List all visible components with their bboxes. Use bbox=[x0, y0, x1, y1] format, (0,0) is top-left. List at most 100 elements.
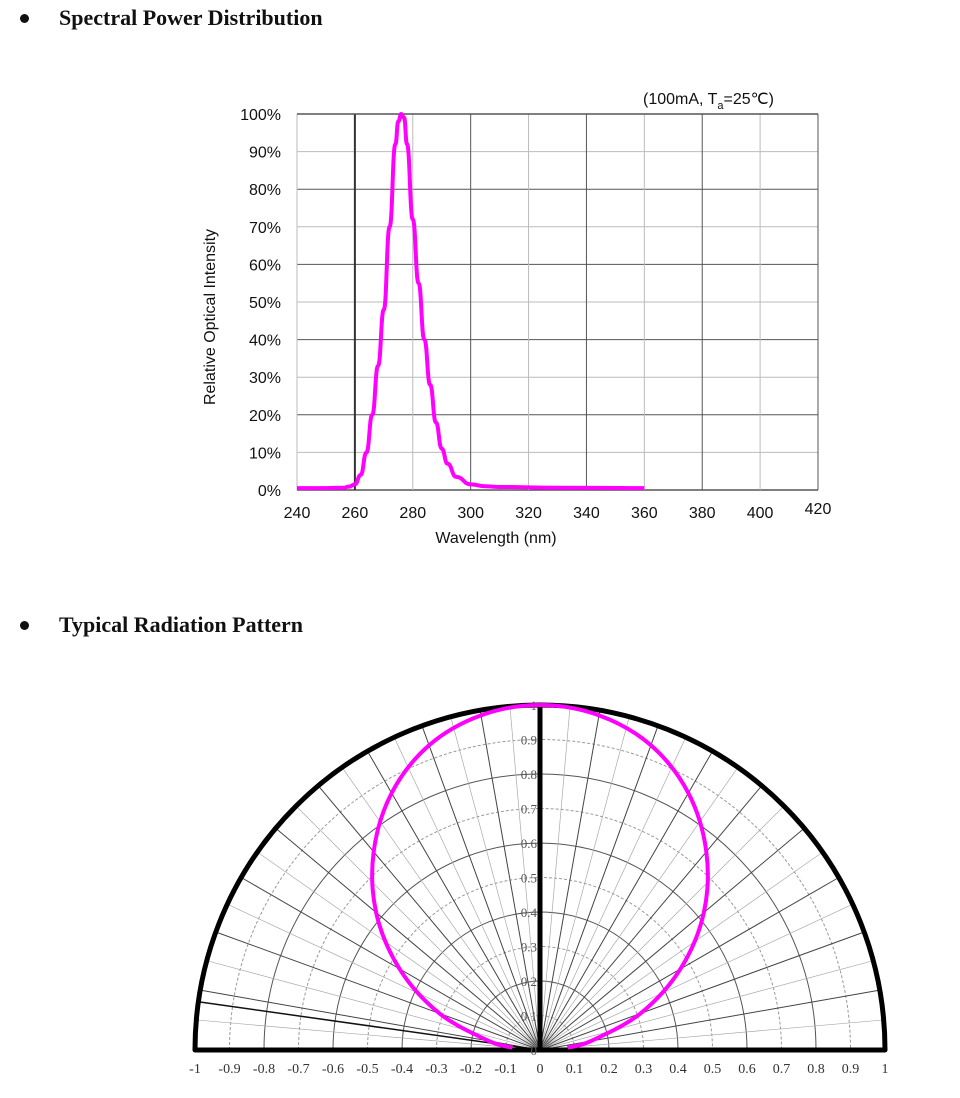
x-tick-label: -0.6 bbox=[322, 1062, 344, 1077]
x-tick-mark bbox=[641, 1047, 646, 1053]
x-tick-mark bbox=[503, 1047, 508, 1053]
x-tick-label: -0.3 bbox=[425, 1062, 447, 1077]
x-tick-mark bbox=[744, 1047, 750, 1053]
angle-gridline bbox=[317, 785, 541, 1051]
x-tick-label: 0.6 bbox=[738, 1062, 756, 1077]
bullet-icon bbox=[20, 620, 29, 630]
angle-gridline bbox=[295, 805, 541, 1051]
reference-line bbox=[199, 1001, 541, 1051]
x-tick-mark bbox=[848, 1047, 853, 1053]
x-tick-mark bbox=[572, 1047, 577, 1053]
x-tick-label: 0.8 bbox=[807, 1062, 825, 1077]
chart-annotation: (100mA, Ta=25℃) bbox=[643, 91, 774, 112]
r-tick-label: 0.7 bbox=[521, 802, 538, 817]
y-axis-label: Relative Optical Intensity bbox=[202, 229, 219, 405]
angle-gridline bbox=[509, 706, 541, 1051]
angle-gridline bbox=[539, 750, 713, 1051]
angle-gridline bbox=[539, 877, 840, 1051]
r-tick-label: 0.5 bbox=[521, 871, 537, 886]
x-tick-label: 0.2 bbox=[600, 1062, 618, 1077]
x-tick-mark bbox=[330, 1047, 336, 1053]
angle-gridline bbox=[341, 767, 541, 1051]
x-tick-label: 320 bbox=[515, 505, 542, 522]
angle-gridline bbox=[539, 737, 687, 1051]
angle-gridline bbox=[275, 827, 541, 1051]
angle-gridline bbox=[539, 960, 874, 1051]
angle-gridline bbox=[539, 851, 823, 1051]
x-tick-label: -0.5 bbox=[356, 1062, 378, 1077]
x-tick-label: 280 bbox=[399, 505, 426, 522]
x-tick-mark bbox=[813, 1047, 819, 1053]
angle-gridline bbox=[539, 785, 763, 1051]
x-tick-label: 0 bbox=[537, 1062, 544, 1077]
x-tick-label: -0.8 bbox=[253, 1062, 275, 1077]
bullet-icon bbox=[20, 13, 29, 23]
x-tick-mark bbox=[261, 1047, 267, 1053]
y-tick-label: 0% bbox=[258, 483, 281, 500]
x-tick-mark bbox=[296, 1047, 301, 1053]
y-tick-label: 40% bbox=[249, 333, 281, 350]
angle-gridline bbox=[215, 931, 541, 1051]
x-tick-label: -0.1 bbox=[494, 1062, 516, 1077]
x-tick-label: -1 bbox=[189, 1062, 201, 1077]
x-tick-mark bbox=[675, 1047, 681, 1053]
x-tick-label: 420 bbox=[805, 501, 832, 518]
angle-gridline bbox=[539, 1019, 884, 1051]
x-tick-label: 340 bbox=[573, 505, 600, 522]
r-tick-label: 0.8 bbox=[521, 767, 537, 782]
x-tick-label: 0.1 bbox=[566, 1062, 584, 1077]
angle-gridline bbox=[367, 750, 541, 1051]
y-tick-label: 80% bbox=[249, 182, 281, 199]
r-tick-label: 0.6 bbox=[521, 836, 538, 851]
x-tick-label: 300 bbox=[457, 505, 484, 522]
y-tick-label: 20% bbox=[249, 408, 281, 425]
x-tick-label: 400 bbox=[747, 505, 774, 522]
y-tick-label: 60% bbox=[249, 257, 281, 274]
angle-gridline bbox=[539, 706, 571, 1051]
x-tick-label: -0.2 bbox=[460, 1062, 482, 1077]
angle-gridline bbox=[227, 903, 541, 1051]
angle-gridline bbox=[539, 931, 865, 1051]
angle-gridline bbox=[539, 725, 659, 1051]
r-tick-label: 0.9 bbox=[521, 733, 537, 748]
r-tick-label: 0.3 bbox=[521, 940, 537, 955]
y-tick-label: 90% bbox=[249, 145, 281, 162]
y-tick-label: 70% bbox=[249, 220, 281, 237]
x-tick-mark bbox=[779, 1047, 784, 1053]
angle-gridline bbox=[196, 1019, 541, 1051]
angle-gridline bbox=[539, 767, 739, 1051]
angle-gridline bbox=[539, 710, 601, 1051]
angle-gridline bbox=[421, 725, 541, 1051]
angle-gridline bbox=[257, 851, 541, 1051]
radiation-pattern-line bbox=[370, 702, 710, 1050]
x-tick-mark bbox=[882, 1047, 888, 1053]
x-tick-mark bbox=[365, 1047, 370, 1053]
y-tick-label: 10% bbox=[249, 445, 281, 462]
angle-gridline bbox=[539, 903, 853, 1051]
x-tick-mark bbox=[399, 1047, 405, 1053]
angle-gridline bbox=[450, 716, 541, 1051]
x-tick-mark bbox=[606, 1047, 612, 1053]
angle-gridline bbox=[393, 737, 541, 1051]
r-tick-label: 0.4 bbox=[521, 905, 538, 920]
x-tick-label: 0.9 bbox=[842, 1062, 860, 1077]
spectrum-line bbox=[297, 112, 645, 491]
x-tick-label: 0.3 bbox=[635, 1062, 653, 1077]
x-tick-label: 0.4 bbox=[669, 1062, 687, 1077]
section-title: Typical Radiation Pattern bbox=[59, 612, 304, 637]
x-tick-label: 240 bbox=[284, 505, 311, 522]
y-tick-label: 30% bbox=[249, 370, 281, 387]
x-tick-label: -0.4 bbox=[391, 1062, 413, 1077]
x-tick-mark bbox=[227, 1047, 232, 1053]
x-tick-label: 0.5 bbox=[704, 1062, 722, 1077]
angle-gridline bbox=[539, 827, 805, 1051]
x-tick-label: 260 bbox=[342, 505, 369, 522]
angle-gridline bbox=[206, 960, 541, 1051]
y-tick-label: 50% bbox=[249, 295, 281, 312]
x-tick-label: -0.7 bbox=[287, 1062, 309, 1077]
section-title: Spectral Power Distribution bbox=[59, 5, 323, 30]
x-tick-label: 360 bbox=[631, 505, 658, 522]
x-tick-label: 380 bbox=[689, 505, 716, 522]
x-tick-mark bbox=[434, 1047, 439, 1053]
